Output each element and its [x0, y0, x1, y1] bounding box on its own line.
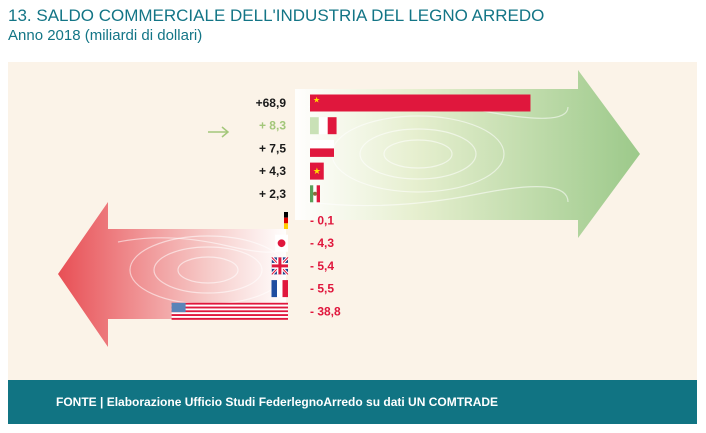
import-arrow	[58, 202, 286, 347]
value-label: + 8,3	[259, 119, 286, 133]
trade-balance-chart: ★ +68,9 + 8,3 + 7,5 ★ + 4,3 + 2,3 - 0,1 - 4,3 - 5…	[58, 70, 640, 347]
france-flag	[271, 280, 288, 298]
export-arrow	[295, 70, 640, 238]
china-flag: ★	[310, 94, 324, 112]
highlight-arrow-icon	[208, 126, 230, 138]
value-label: - 0,1	[310, 214, 334, 228]
value-label: + 7,5	[259, 141, 286, 155]
value-label: - 38,8	[310, 304, 341, 318]
japan-flag	[275, 234, 288, 252]
chart-panel: ★ +68,9 + 8,3 + 7,5 ★ + 4,3 + 2,3 - 0,1 - 4,3 - 5…	[8, 62, 697, 380]
chart-subtitle: Anno 2018 (miliardi di dollari)	[8, 27, 203, 44]
bar	[310, 94, 531, 112]
poland-flag	[310, 139, 334, 157]
usa-flag	[171, 302, 288, 320]
source-footer: FONTE | Elaborazione Ufficio Studi Feder…	[8, 380, 697, 424]
value-label: - 5,5	[310, 282, 334, 296]
vietnam-flag: ★	[310, 162, 324, 180]
value-label: + 2,3	[259, 187, 286, 201]
value-label: + 4,3	[259, 164, 286, 178]
chart-title: 13. SALDO COMMERCIALE DELL'INDUSTRIA DEL…	[8, 6, 545, 25]
mexico-flag	[310, 185, 320, 203]
value-label: - 5,4	[310, 259, 334, 273]
germany-flag	[284, 212, 288, 229]
uk-flag	[270, 256, 290, 276]
source-text: FONTE | Elaborazione Ufficio Studi Feder…	[56, 395, 499, 409]
svg-text:★: ★	[313, 96, 320, 105]
value-label: - 4,3	[310, 236, 334, 250]
svg-text:★: ★	[313, 166, 321, 176]
italy-flag	[310, 117, 337, 135]
value-label: +68,9	[256, 96, 287, 110]
